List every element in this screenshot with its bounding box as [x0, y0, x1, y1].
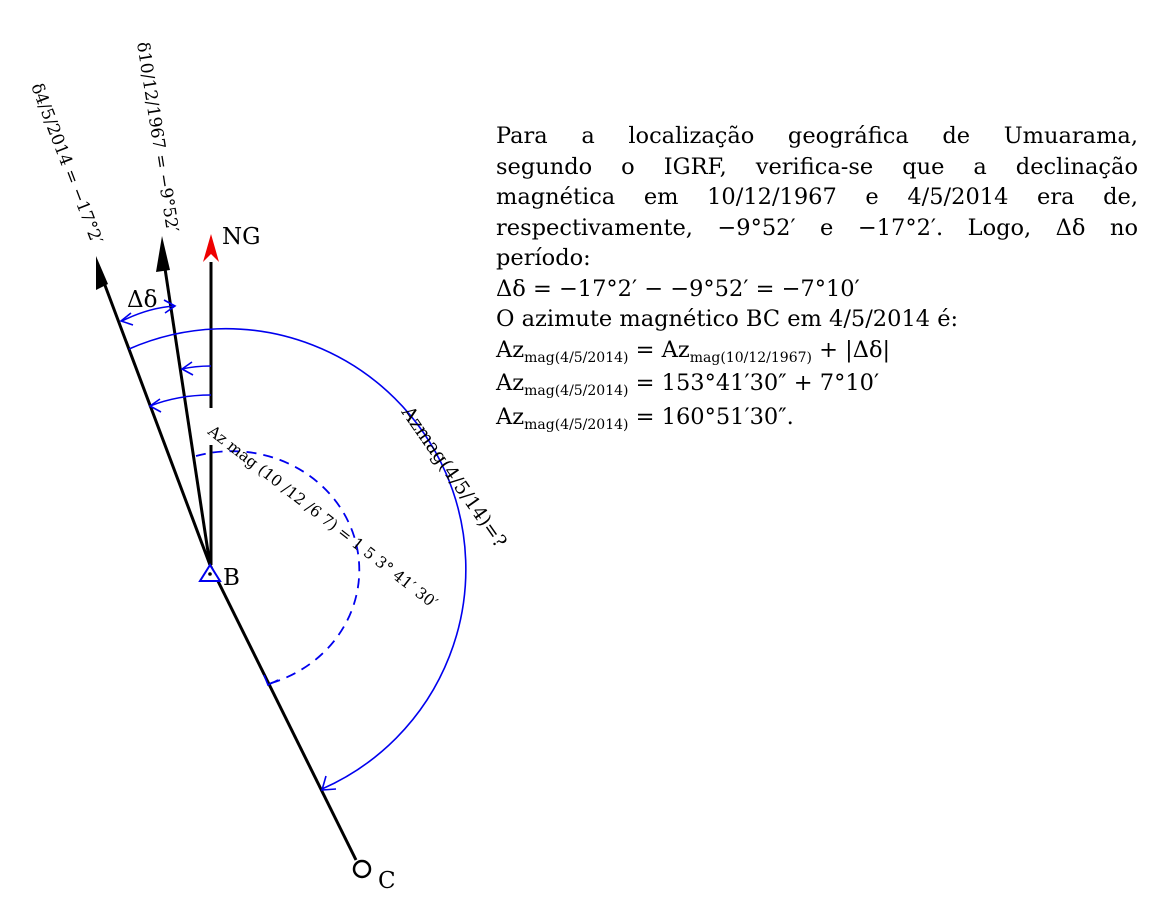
- arc-small-2-arrow: [148, 398, 162, 413]
- line-decl-2014: [101, 279, 212, 566]
- arrowhead-decl-1967: [156, 236, 170, 272]
- explanation-text: Para a localização geográfica de Umuaram…: [496, 121, 1138, 435]
- arc-small-2: [149, 394, 212, 407]
- arrowhead-decl-2014: [96, 256, 108, 290]
- arc-az-2014-arrow: [320, 775, 337, 791]
- equation-az-1: Azmag(4/5/2014) = Azmag(10/12/1967) + |Δ…: [496, 336, 891, 366]
- text-line-1: Para a localização geográfica de Umuaram…: [496, 123, 1138, 149]
- label-az-2014: Azmag(4/5/14)=?: [396, 401, 511, 552]
- equation-az-3: Azmag(4/5/2014) = 160°51′30″.: [496, 403, 794, 433]
- line-decl-1967: [162, 261, 212, 566]
- equation-delta: Δδ = −17°2′ − −9°52′ = −7°10′: [496, 275, 860, 302]
- text-line-6: O azimute magnético BC em 4/5/2014 é:: [496, 306, 959, 332]
- text-line-2: segundo o IGRF, verifica-se que a declin…: [496, 153, 1138, 180]
- arc-az-2014: [128, 327, 467, 790]
- text-line-4: respectivamente, −9°52′ e −17°2′. Logo, …: [496, 214, 1138, 241]
- station-b-dot: [208, 572, 212, 576]
- label-b: B: [223, 565, 240, 591]
- station-c-circle: [352, 859, 372, 879]
- text-line-5: período:: [496, 245, 591, 271]
- arc-az-1967-arrow: [263, 674, 279, 687]
- arc-delta-arrow-left: [119, 312, 134, 326]
- arc-delta: [121, 305, 175, 322]
- label-delta: Δδ: [127, 287, 157, 313]
- label-c: C: [378, 868, 396, 894]
- label-ng: NG: [222, 224, 261, 250]
- arc-delta-arrow-right: [163, 299, 177, 314]
- arc-small-1-arrow: [180, 361, 194, 376]
- label-decl-1967: δ10/12/1967 = −9°52′: [132, 41, 182, 234]
- north-arrowhead: [203, 234, 219, 262]
- text-line-3: magnética em 10/12/1967 e 4/5/2014 era d…: [496, 184, 1138, 210]
- arc-az-1967-dashed: [195, 450, 361, 685]
- line-bc: [208, 564, 358, 861]
- label-decl-2014: δ4/5/2014 = −17°2′: [26, 81, 106, 248]
- equation-az-2: Azmag(4/5/2014) = 153°41′30″ + 7°10′: [496, 370, 880, 399]
- arc-small-1: [181, 365, 212, 370]
